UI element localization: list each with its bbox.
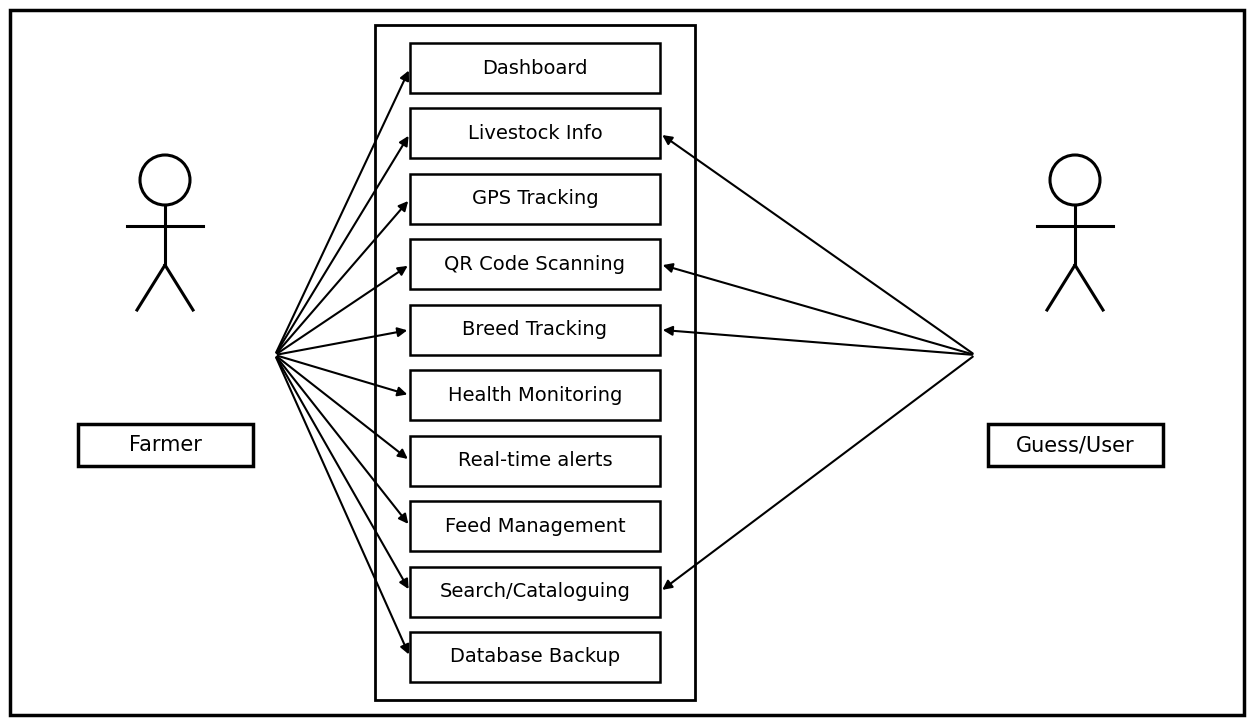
Bar [987,424,1162,466]
Bar [410,566,660,616]
Bar [410,109,660,159]
Text: Livestock Info: Livestock Info [468,124,602,143]
Bar [410,436,660,486]
Text: Real-time alerts: Real-time alerts [458,451,612,471]
Bar [410,43,660,93]
Bar [375,25,695,700]
Bar [410,632,660,682]
Text: Search/Cataloguing: Search/Cataloguing [440,582,631,601]
Text: Breed Tracking: Breed Tracking [463,320,607,339]
Text: Guess/User: Guess/User [1016,435,1135,455]
Text: QR Code Scanning: QR Code Scanning [444,254,626,274]
Bar [410,370,660,420]
Bar [410,501,660,551]
Bar [410,304,660,355]
Bar [410,239,660,289]
Text: Database Backup: Database Backup [450,647,619,666]
Bar [78,424,252,466]
Text: Feed Management: Feed Management [445,517,626,536]
Text: Farmer: Farmer [129,435,202,455]
Text: Dashboard: Dashboard [483,59,588,78]
Text: Health Monitoring: Health Monitoring [448,386,622,405]
Bar [410,174,660,224]
Text: GPS Tracking: GPS Tracking [472,189,598,208]
